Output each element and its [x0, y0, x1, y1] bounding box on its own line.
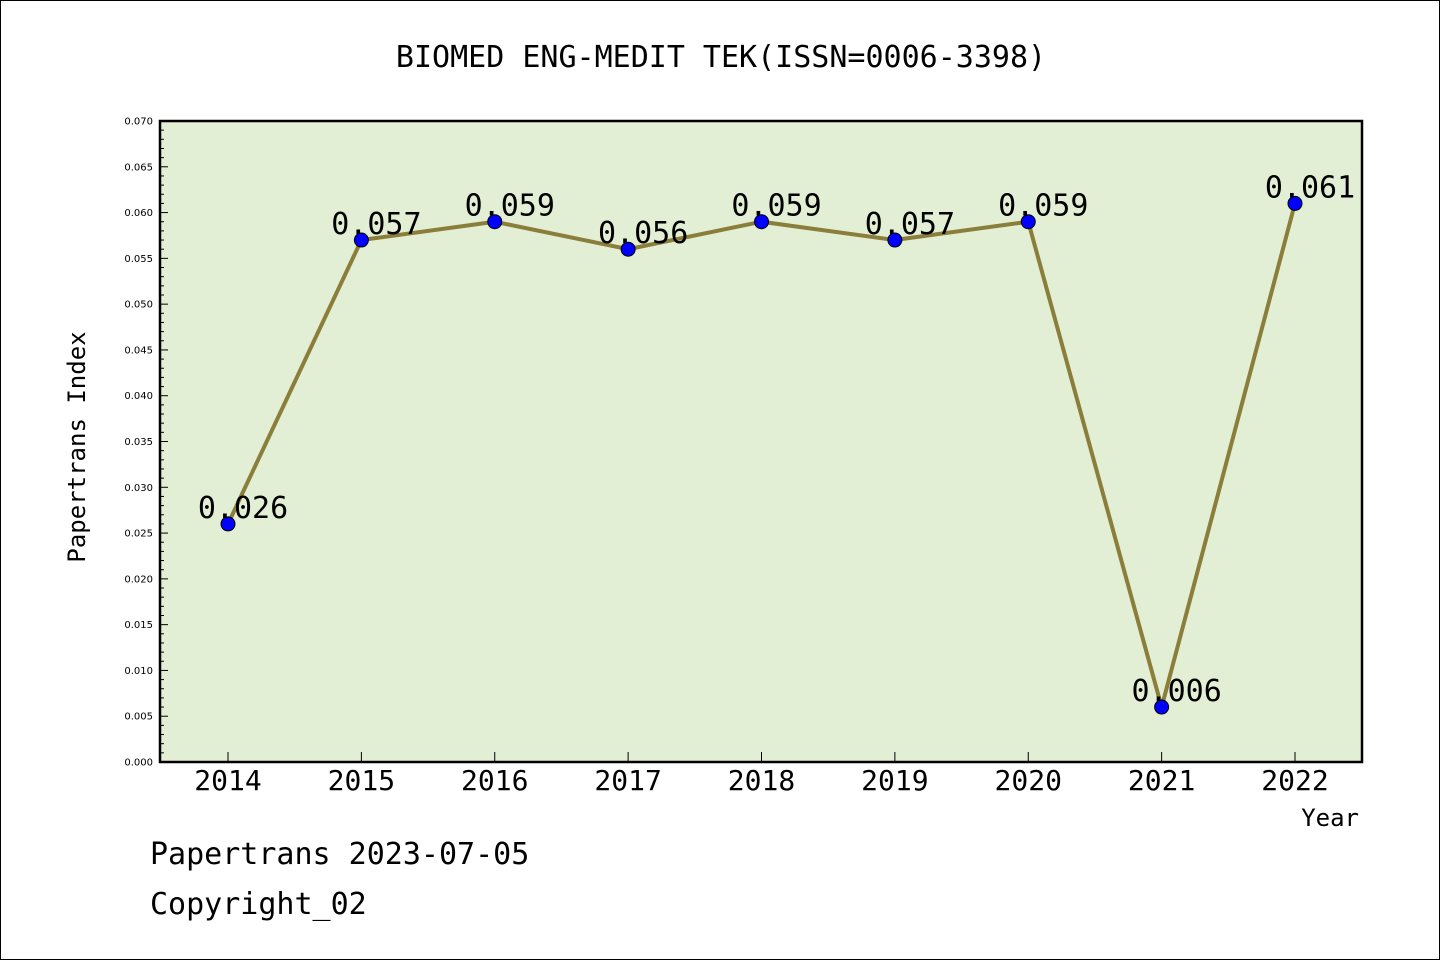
y-tick-label: 0.025	[124, 529, 153, 540]
x-tick-label: 2017	[594, 764, 661, 797]
data-label: 0.057	[331, 207, 421, 242]
y-tick-label: 0.005	[124, 712, 153, 723]
y-tick-label: 0.045	[124, 345, 153, 356]
data-labels: 0.026 0.057 0.059 0.056 0.059 0.057 0.059 0.006…	[198, 170, 1355, 709]
data-point	[754, 214, 769, 230]
chart-title: BIOMED ENG-MEDIT TEK(ISSN=0006-3398)	[396, 40, 1046, 75]
x-tick-label: 2020	[995, 764, 1062, 797]
x-tick-label: 2016	[461, 764, 528, 797]
y-tick-label: 0.055	[124, 254, 153, 265]
footer-copyright: Copyright_02	[150, 887, 367, 922]
data-label: 0.056	[598, 216, 688, 251]
y-tick-label: 0.065	[124, 162, 153, 173]
data-point	[1287, 195, 1303, 211]
y-tick-label: 0.070	[124, 117, 153, 128]
y-tick-label: 0.000	[124, 758, 153, 769]
data-label: 0.026	[198, 491, 288, 526]
data-label: 0.059	[998, 189, 1088, 224]
data-point	[887, 232, 903, 248]
data-point	[620, 241, 636, 257]
x-tick-label: 2021	[1128, 764, 1195, 797]
series-group	[220, 195, 1303, 715]
x-tick-label: 2019	[861, 764, 928, 797]
x-tick-label: 2018	[728, 764, 795, 797]
data-label: 0.059	[731, 189, 821, 224]
y-tick-label: 0.040	[124, 391, 153, 402]
x-tick-label: 2014	[194, 764, 261, 797]
data-label: 0.006	[1131, 674, 1221, 709]
data-point	[487, 214, 503, 230]
y-tick-label: 0.060	[124, 208, 153, 219]
x-tick-label: 2015	[328, 764, 395, 797]
y-tick-label: 0.050	[124, 300, 153, 311]
data-label: 0.057	[865, 207, 955, 242]
footer-date: Papertrans 2023-07-05	[150, 837, 529, 872]
data-point	[1154, 699, 1170, 715]
data-point	[1020, 214, 1036, 230]
x-axis-label: Year	[1301, 804, 1359, 832]
x-axis-ticks: 2014 2015 2016 2017 2018 2019 2020 2021 2022	[194, 752, 1329, 797]
y-tick-label: 0.030	[124, 483, 153, 494]
y-tick-label: 0.015	[124, 620, 153, 631]
y-axis-ticks: 0.000 0.005 0.010 0.015 0.020 0.025 0.030 0.035…	[124, 117, 168, 769]
y-axis-label: Papertrans Index	[63, 331, 91, 562]
data-point	[220, 516, 236, 532]
data-label: 0.059	[465, 189, 555, 224]
y-tick-label: 0.020	[124, 574, 153, 585]
data-point	[353, 232, 369, 248]
y-tick-label: 0.035	[124, 437, 153, 448]
y-tick-label: 0.010	[124, 666, 153, 677]
data-label: 0.061	[1265, 170, 1355, 205]
x-tick-label: 2022	[1261, 764, 1328, 797]
